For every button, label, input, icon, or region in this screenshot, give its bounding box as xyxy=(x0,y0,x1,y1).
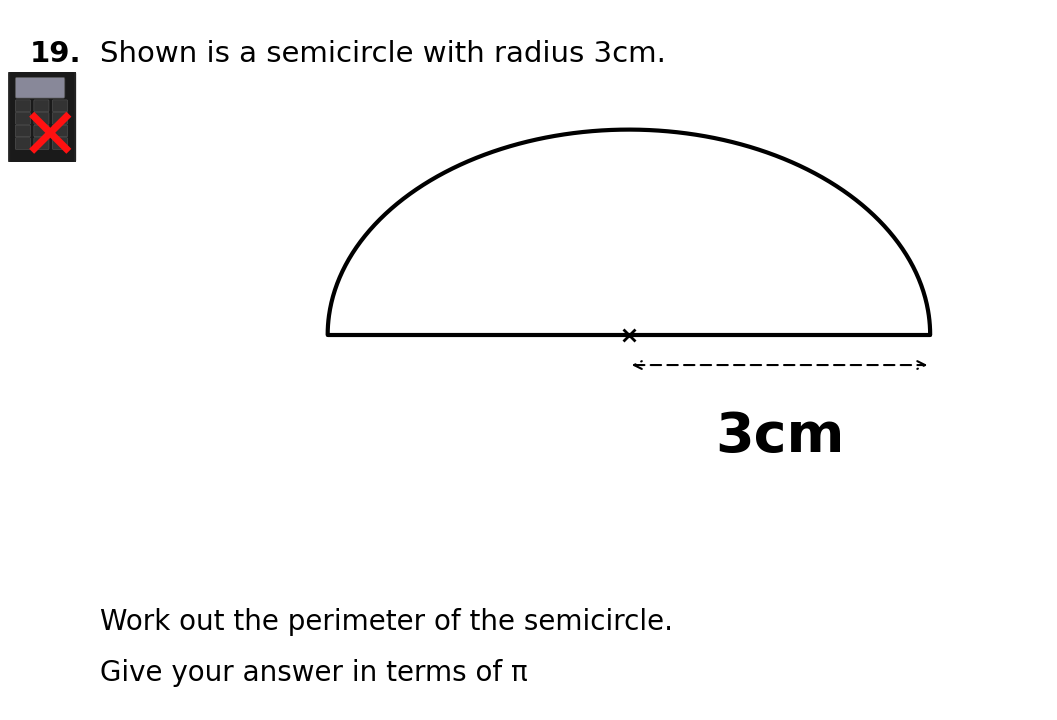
FancyBboxPatch shape xyxy=(53,112,68,124)
FancyBboxPatch shape xyxy=(10,71,75,163)
FancyBboxPatch shape xyxy=(15,125,31,137)
FancyBboxPatch shape xyxy=(34,125,49,137)
Text: Work out the perimeter of the semicircle.: Work out the perimeter of the semicircle… xyxy=(100,608,673,636)
FancyBboxPatch shape xyxy=(34,100,49,112)
Text: Shown is a semicircle with radius 3cm.: Shown is a semicircle with radius 3cm. xyxy=(100,40,666,68)
FancyBboxPatch shape xyxy=(53,138,68,149)
Text: 3cm: 3cm xyxy=(715,410,845,464)
FancyBboxPatch shape xyxy=(15,112,31,124)
FancyBboxPatch shape xyxy=(34,138,49,149)
Text: ✕: ✕ xyxy=(19,105,80,174)
Text: Give your answer in terms of π: Give your answer in terms of π xyxy=(100,659,528,687)
FancyBboxPatch shape xyxy=(15,77,64,98)
Text: 19.: 19. xyxy=(30,40,81,68)
FancyBboxPatch shape xyxy=(53,125,68,137)
FancyBboxPatch shape xyxy=(15,138,31,149)
FancyBboxPatch shape xyxy=(34,112,49,124)
FancyBboxPatch shape xyxy=(15,100,31,112)
FancyBboxPatch shape xyxy=(53,100,68,112)
